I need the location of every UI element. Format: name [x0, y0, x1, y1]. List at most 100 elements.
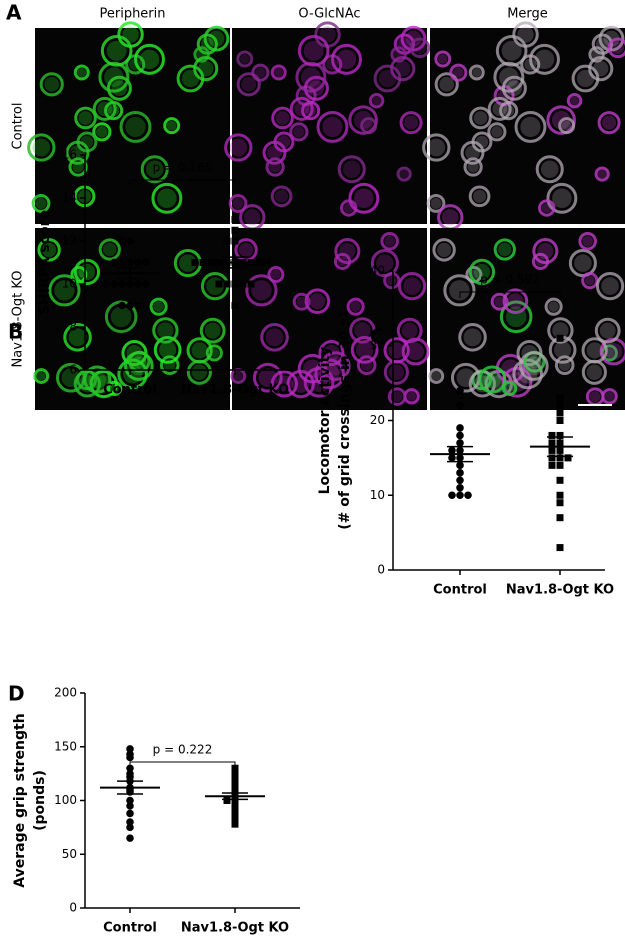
data-point: [231, 237, 239, 245]
panel-letter: C: [370, 325, 385, 349]
cell-body: [561, 120, 572, 131]
cell: [468, 64, 485, 81]
cell-body: [586, 364, 603, 381]
cell-body: [238, 242, 254, 258]
cell: [597, 111, 621, 135]
cell-body: [301, 67, 321, 87]
cell-body: [271, 269, 281, 280]
cell-body: [336, 49, 357, 70]
cell-body: [554, 341, 572, 359]
cell-body: [494, 296, 505, 307]
cell-body: [473, 189, 487, 203]
cell-body: [552, 188, 572, 209]
data-point: [231, 764, 239, 772]
cell: [383, 337, 410, 364]
cell-body: [403, 277, 421, 295]
data-point: [223, 797, 231, 804]
cell-body: [456, 368, 476, 388]
data-point: [118, 301, 126, 310]
error-bar: [547, 436, 573, 458]
cell: [422, 133, 451, 162]
cell-body: [132, 355, 147, 369]
cell-body: [498, 242, 512, 257]
cell-body: [269, 161, 281, 173]
cell-body: [570, 96, 579, 106]
data-point: [556, 476, 564, 484]
cell: [356, 355, 377, 375]
data-point: [126, 280, 134, 288]
cell-body: [258, 368, 278, 388]
micrograph-bg: [232, 228, 427, 410]
cell: [535, 155, 564, 184]
cell-body: [77, 67, 87, 77]
y-tick-label: 100: [54, 793, 77, 807]
cell-body: [597, 169, 607, 179]
cell-body: [404, 115, 419, 130]
cell: [262, 140, 287, 165]
cell-body: [399, 169, 409, 179]
cell: [48, 274, 81, 307]
data-point: [548, 446, 556, 454]
cell: [499, 300, 533, 334]
cell: [270, 185, 293, 208]
micrograph: [27, 21, 230, 224]
cell: [321, 351, 351, 381]
data-point: [118, 280, 126, 288]
cell: [487, 122, 507, 142]
cell: [547, 317, 574, 344]
cell-body: [267, 145, 282, 161]
cell: [267, 266, 285, 283]
cell-body: [413, 41, 427, 55]
cell: [260, 323, 289, 352]
cell: [193, 46, 210, 63]
cell: [502, 288, 529, 314]
data-point: [231, 226, 239, 234]
cell-body: [354, 188, 374, 209]
cell: [368, 92, 385, 109]
cell: [458, 323, 487, 352]
cell-body: [520, 116, 541, 138]
cell: [39, 72, 64, 97]
micrograph: [422, 21, 625, 231]
cell-body: [604, 391, 615, 401]
cell: [400, 25, 427, 52]
cell-body: [275, 189, 289, 203]
cell: [390, 46, 407, 63]
cell: [265, 157, 285, 177]
data-point: [126, 258, 134, 267]
cell: [383, 272, 401, 290]
data-point: [126, 237, 134, 245]
y-axis-label: (# of grid crossings in 30 s): [337, 311, 353, 529]
cell: [519, 351, 549, 381]
cell-body: [342, 160, 361, 178]
cell: [581, 337, 608, 364]
cell: [607, 37, 625, 59]
cell-body: [465, 145, 480, 161]
cell-body: [394, 60, 411, 77]
cell-body: [78, 263, 96, 281]
cell: [27, 133, 56, 162]
cell: [68, 157, 88, 177]
cell: [33, 368, 50, 384]
cell-body: [386, 275, 397, 286]
cell: [396, 166, 412, 182]
cell-body: [384, 235, 396, 247]
error-bar: [117, 780, 143, 795]
data-point: [556, 409, 564, 417]
cell: [100, 34, 133, 67]
y-tick-label: 0: [69, 901, 77, 915]
cell: [360, 117, 378, 135]
cell-body: [507, 293, 524, 310]
data-point: [464, 491, 472, 500]
cell: [529, 43, 560, 75]
cell: [297, 353, 328, 384]
data-point: [134, 258, 142, 267]
y-axis-label: Locomotor activity: [317, 347, 333, 495]
micrograph: [428, 228, 625, 410]
cell: [163, 117, 181, 135]
cell-body: [463, 328, 482, 347]
cell-body: [453, 67, 464, 78]
cell: [594, 166, 610, 182]
cell-body: [322, 116, 343, 138]
